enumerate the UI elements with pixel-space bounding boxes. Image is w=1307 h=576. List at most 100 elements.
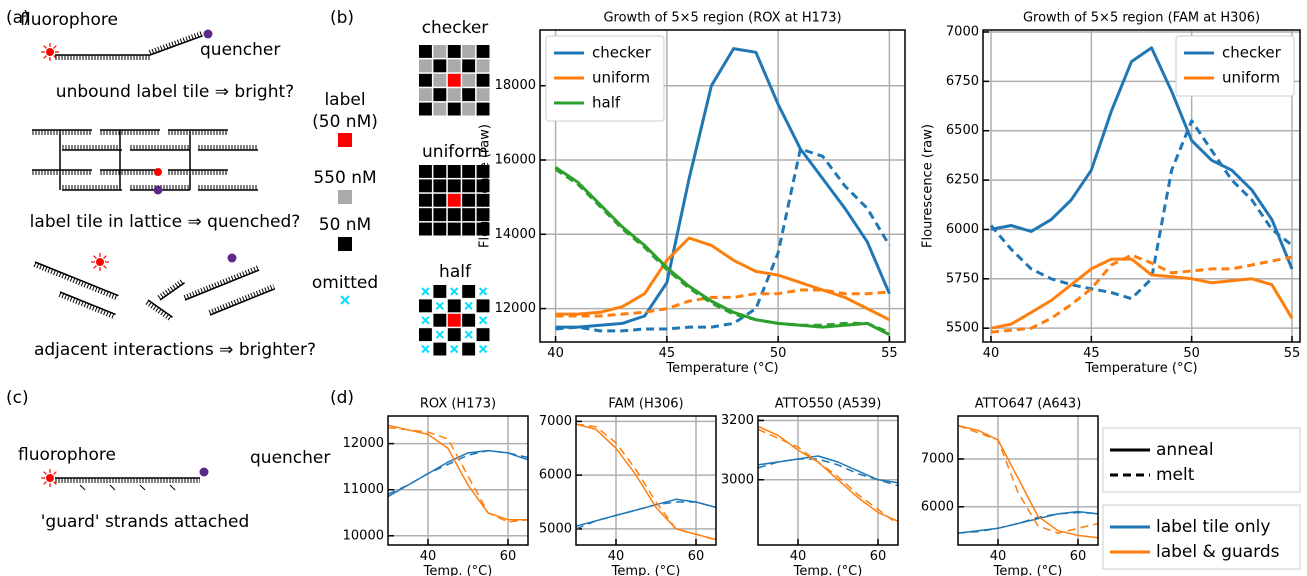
legend-box [1175, 35, 1295, 97]
strand [130, 145, 190, 151]
legend-label: label tile only [1156, 517, 1270, 537]
data-line [575, 501, 717, 530]
strand-bases [58, 292, 116, 320]
strand-bases [100, 130, 160, 135]
strand-bases [157, 278, 185, 300]
grid-cell [462, 88, 476, 102]
grid-cell [433, 73, 447, 87]
x-axis-label: Temp. (°C) [423, 564, 493, 576]
grid-cell [433, 45, 447, 58]
data-line [990, 46, 1294, 270]
strand [33, 261, 119, 301]
x-axis-label: Temperature (°C) [1084, 361, 1197, 376]
legend-box [1102, 427, 1301, 493]
grid-cell [447, 88, 461, 102]
legend-label: checker [1222, 44, 1282, 62]
grid-cell [419, 45, 432, 58]
grid-cell [462, 193, 476, 207]
grid-cell [476, 45, 490, 58]
grid-cell [447, 299, 461, 313]
grid-cell [447, 165, 461, 178]
fluorophore-ray [43, 481, 47, 485]
strand-bases [32, 130, 92, 135]
grid-cell [462, 179, 476, 193]
y-tick-label: 12000 [495, 301, 536, 316]
key-label: 50 nM [319, 215, 371, 235]
grid-cell [476, 328, 490, 342]
grid-cell [433, 222, 447, 236]
y-tick-label: 6000 [539, 468, 572, 483]
data-line [990, 253, 1293, 334]
strand [32, 129, 92, 135]
legend-box [545, 35, 665, 122]
quencher-label: quencher [250, 448, 330, 468]
data-line [957, 510, 1099, 534]
grid-cell [419, 222, 432, 236]
fluorophore-ray [43, 55, 47, 59]
grid-cell [419, 193, 432, 207]
grid-cell [447, 208, 461, 222]
strand [100, 129, 160, 135]
grid-cell [478, 316, 488, 325]
data-line [554, 168, 890, 335]
data-line [387, 426, 529, 523]
x-tick-label: 50 [1183, 346, 1200, 361]
grid-cell [419, 299, 432, 313]
x-axis-label: Temp. (°C) [793, 564, 863, 576]
grid-cell [419, 88, 432, 102]
strand [168, 169, 228, 175]
pattern-title: uniform [422, 142, 488, 162]
grid-cell [447, 179, 461, 193]
strand [62, 185, 122, 191]
chart-title: Growth of 5×5 region (FAM at H306) [1023, 11, 1260, 26]
grid-cell [476, 59, 490, 73]
grid-cell [447, 59, 461, 73]
strand-backbone [209, 288, 276, 316]
grid-cell [450, 344, 459, 354]
chart-title: Growth of 5×5 region (ROX at H173) [603, 11, 841, 26]
data-line [555, 47, 891, 329]
strand-bases [145, 300, 173, 322]
x-tick-label: 60 [500, 549, 517, 564]
panel-label: (a) [6, 8, 30, 28]
data-line [957, 424, 1099, 539]
grid-cell [476, 208, 490, 222]
grid-cell [464, 301, 473, 311]
y-tick-label: 5000 [539, 521, 572, 536]
strand [32, 169, 92, 175]
strand-bases [130, 145, 190, 150]
fluorophore-ray [53, 481, 57, 485]
fluorophore-ray [103, 255, 107, 259]
pattern-title: checker [422, 18, 489, 38]
grid-cell [433, 102, 447, 116]
x-tick-label: 55 [881, 346, 898, 361]
grid-cell [476, 102, 490, 116]
y-tick-label: 14000 [495, 227, 536, 242]
x-tick-label: 40 [990, 549, 1007, 564]
key-label: label [324, 90, 365, 110]
chart-title: ROX (H173) [420, 397, 496, 412]
y-tick-label: 3200 [721, 413, 754, 428]
fluorophore [46, 48, 54, 56]
x-tick-label: 45 [1083, 346, 1100, 361]
data-line [555, 288, 890, 318]
grid-cell [433, 342, 447, 356]
strand-bases [32, 170, 92, 175]
x-tick-label: 40 [420, 549, 437, 564]
grid-cell [462, 45, 476, 58]
y-tick-label: 3000 [721, 472, 754, 487]
grid-cell [419, 73, 432, 87]
x-tick-label: 40 [790, 549, 807, 564]
y-tick-label: 6000 [921, 499, 954, 514]
y-tick-label: 10000 [343, 528, 384, 543]
key-swatch [340, 295, 350, 305]
strand-bases [100, 170, 160, 175]
grid-cell [421, 287, 430, 296]
quencher [203, 29, 213, 39]
y-tick-label: 5500 [946, 321, 979, 336]
fluorophore-ray [93, 265, 97, 269]
legend-label: uniform [592, 69, 650, 87]
guard-nick [139, 484, 146, 491]
data-line [555, 147, 891, 333]
y-axis-label: Flourescence (raw) [921, 124, 936, 248]
